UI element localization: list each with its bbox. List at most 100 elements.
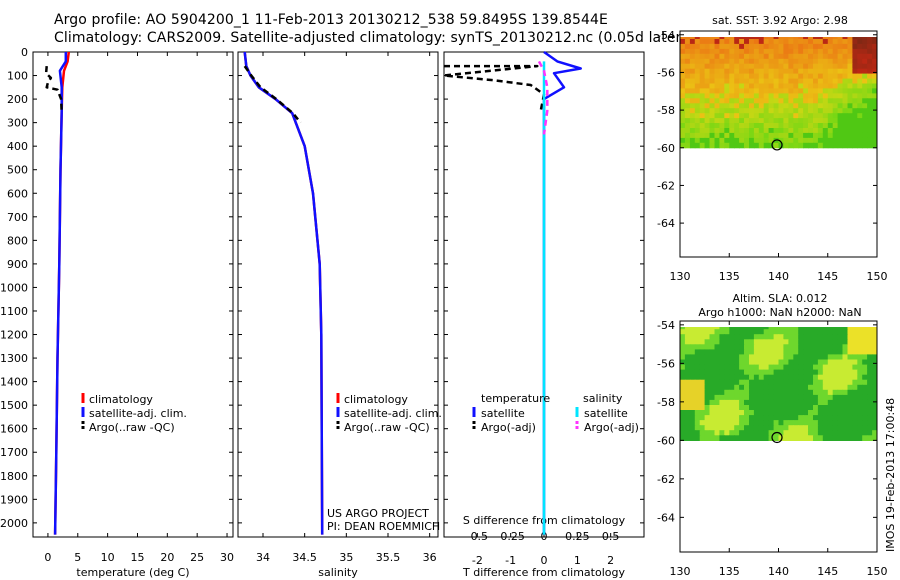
sla_map-cell	[867, 344, 873, 350]
sst_map-cell	[684, 53, 691, 60]
sla_map-cell	[763, 420, 770, 426]
sla_map-cell	[817, 425, 824, 431]
sla_map-cell	[783, 334, 789, 340]
sst_map-cell	[783, 88, 789, 94]
sla_map-cell	[867, 349, 873, 356]
sla_map-cell	[773, 329, 780, 335]
sst_map-cell	[822, 93, 829, 99]
sst_map-cell	[714, 58, 720, 65]
sla_map-cell	[872, 339, 877, 345]
sst_map-cell	[758, 63, 765, 70]
sla_map-cell	[758, 364, 765, 371]
sla_map-cell	[793, 374, 799, 381]
sla_map-cell	[768, 379, 775, 386]
sst_map-cell	[680, 123, 686, 129]
sst_map-cell	[827, 137, 834, 144]
sst_map-cell	[753, 118, 760, 124]
sla_map-cell	[817, 399, 824, 406]
sla_map-cell	[684, 415, 691, 421]
sla_map-cell	[749, 359, 755, 366]
sla_map-cell	[808, 369, 814, 376]
sla_map-cell	[798, 359, 804, 366]
sla_map-cell	[857, 364, 863, 371]
depth-tick-label: 1900	[0, 493, 28, 506]
sst_map-cell	[773, 108, 780, 114]
diff-s-tick-label: -0.5	[467, 530, 488, 543]
sst_map-cell	[709, 128, 715, 134]
sst_map-cell	[842, 83, 848, 89]
sla_map-cell	[699, 420, 706, 426]
sla_map-cell	[813, 344, 819, 350]
sst_map-cell	[822, 118, 829, 124]
sst_map-cell	[808, 113, 814, 119]
sla_map-cell	[749, 384, 755, 391]
sst_map-cell	[753, 53, 760, 60]
sst_map-cell	[758, 142, 765, 149]
sst_map-cell	[788, 58, 794, 65]
sst_map-cell	[694, 43, 701, 50]
sla_map-cell	[793, 410, 799, 416]
sla_map-cell	[837, 389, 844, 396]
depth-tick-label: 0	[21, 46, 28, 59]
diff-t-tick-label: 1	[574, 554, 581, 567]
sst_map-cell	[724, 63, 730, 70]
sst_map-cell	[699, 123, 706, 129]
sst_map-cell	[724, 37, 730, 40]
sst_map-cell	[847, 63, 853, 70]
sst_map-cell	[783, 128, 789, 134]
sst_map-cell	[857, 53, 863, 60]
sla_map-cell	[778, 389, 784, 396]
sla_map-cell	[734, 364, 740, 371]
sst_map-cell	[753, 37, 760, 40]
sst_map-cell	[739, 83, 745, 89]
sla_map-cell	[852, 349, 858, 356]
sst_map-cell	[734, 53, 740, 60]
sst_map-cell	[773, 142, 780, 149]
sst_map-cell	[719, 108, 725, 114]
sla_map-cell	[709, 329, 715, 335]
sla_map-cell	[684, 379, 691, 386]
sla_map-cell	[739, 334, 745, 340]
sla_map-cell	[753, 394, 760, 401]
sla_map-cell	[827, 435, 834, 441]
sst_map-cell	[699, 108, 706, 114]
sla_map-cell	[803, 420, 809, 426]
sla_map-cell	[867, 354, 873, 361]
sst_map-cell	[788, 37, 794, 40]
sla_map-cell	[798, 354, 804, 361]
sla_map-cell	[827, 354, 834, 361]
sst_map-cell	[778, 78, 784, 85]
sst_map-cell	[857, 137, 863, 144]
sst_map-ytick-label: -54	[657, 29, 675, 42]
sst_map-cell	[724, 39, 730, 45]
sst_map-cell	[837, 63, 844, 70]
sla_map-cell	[847, 327, 853, 330]
sst_map-cell	[827, 142, 834, 149]
sst_map-cell	[724, 118, 730, 124]
sla_map-xtick-label: 135	[719, 565, 740, 578]
sla_map-cell	[817, 430, 824, 436]
sst_map-cell	[852, 63, 858, 70]
sst_map-cell	[847, 98, 853, 104]
sla_map-cell	[734, 394, 740, 401]
sla_map-cell	[778, 379, 784, 386]
sla_map-cell	[783, 430, 789, 436]
sst_map-cell	[778, 108, 784, 114]
sst_map-cell	[719, 123, 725, 129]
sst_map-cell	[684, 132, 691, 139]
sla_map-cell	[872, 334, 877, 340]
sla_map-cell	[798, 435, 804, 441]
sla_map-cell	[793, 399, 799, 406]
sla_map-cell	[783, 327, 789, 330]
sst_map-cell	[768, 113, 775, 119]
sla_map-cell	[872, 405, 877, 411]
sst_map-cell	[684, 137, 691, 144]
sla_map-cell	[827, 364, 834, 371]
sla_map-cell	[763, 415, 770, 421]
sst_map-cell	[852, 88, 858, 94]
sst_map-cell	[798, 48, 804, 55]
sst_map-cell	[822, 43, 829, 50]
sst_map-cell	[813, 132, 819, 139]
sla_map-cell	[857, 415, 863, 421]
sst_map-cell	[744, 123, 750, 129]
